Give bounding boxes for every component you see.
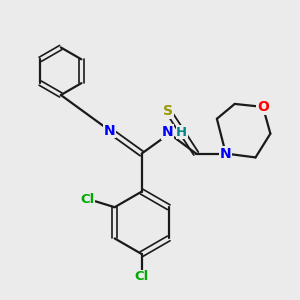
Text: N: N	[104, 124, 116, 138]
Text: Cl: Cl	[80, 193, 94, 206]
Text: Cl: Cl	[135, 270, 149, 284]
Text: S: S	[164, 104, 173, 118]
Text: O: O	[257, 100, 269, 114]
Text: N: N	[220, 147, 232, 160]
Text: N: N	[162, 125, 174, 139]
Text: H: H	[176, 126, 188, 139]
